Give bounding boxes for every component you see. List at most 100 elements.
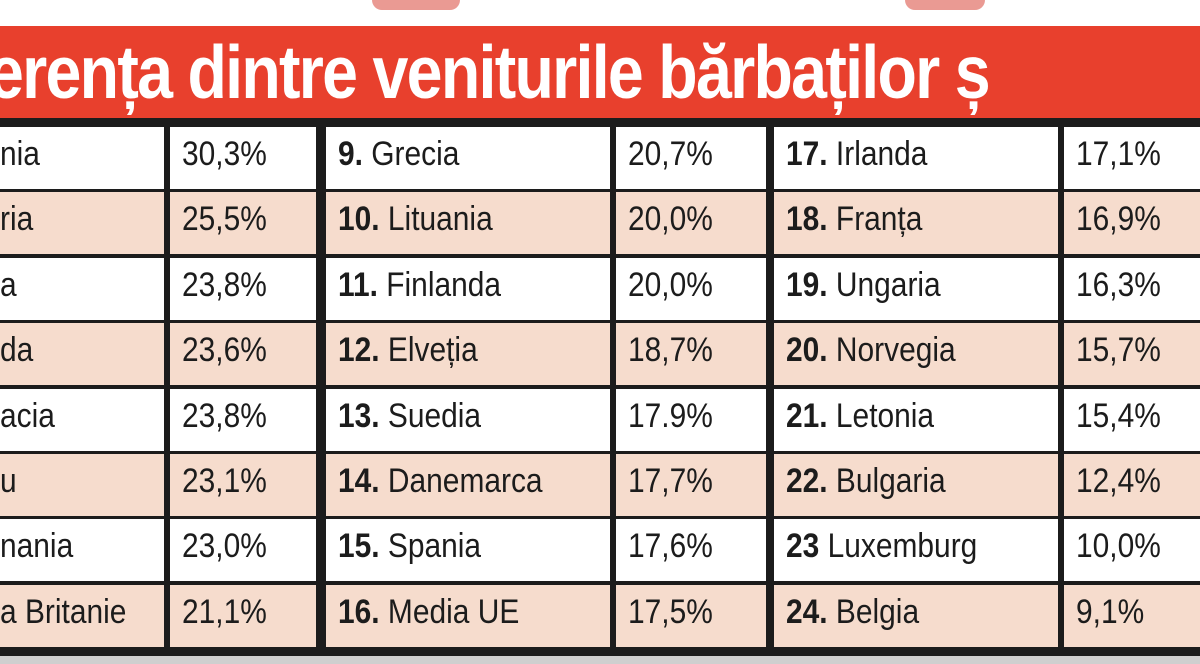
pay-gap-text: 25,5% bbox=[182, 200, 267, 238]
country-name: Grecia bbox=[371, 135, 460, 173]
country-name: da bbox=[0, 331, 34, 369]
country-name: nia bbox=[0, 135, 40, 173]
country-name: Letonia bbox=[835, 397, 935, 435]
pay-gap-value: 17,7% bbox=[616, 454, 766, 516]
country-label: a Britanie bbox=[0, 585, 126, 639]
country-name: Ungaria bbox=[835, 266, 941, 304]
country-label: 17. Irlanda bbox=[786, 127, 927, 181]
bottom-edge bbox=[0, 656, 1200, 664]
pay-gap-text: 23,6% bbox=[182, 331, 267, 369]
pay-gap-value: 9,1% bbox=[1064, 585, 1200, 647]
rank-number: 19. bbox=[786, 266, 828, 304]
pay-gap-value: 12,4% bbox=[1064, 454, 1200, 516]
pay-gap-value: 23,0% bbox=[170, 519, 316, 581]
country-cell: 20. Norvegia bbox=[774, 323, 1058, 385]
country-name: a Britanie bbox=[0, 593, 127, 631]
country-label: 15. Spania bbox=[338, 519, 481, 573]
pay-gap-text: 21,1% bbox=[182, 593, 267, 631]
rank-number: 13. bbox=[338, 397, 380, 435]
country-cell: 15. Spania bbox=[326, 519, 610, 581]
pay-gap-text: 12,4% bbox=[1076, 462, 1161, 500]
decorative-mark-left bbox=[372, 0, 460, 10]
decorative-mark-right bbox=[905, 0, 985, 10]
rank-number: 23 bbox=[786, 527, 820, 565]
country-cell: da bbox=[0, 323, 164, 385]
country-name: Irlanda bbox=[835, 135, 928, 173]
pay-gap-value: 20,7% bbox=[616, 127, 766, 189]
country-name: Elveția bbox=[387, 331, 478, 369]
pay-gap-text: 9,1% bbox=[1076, 593, 1145, 631]
rank-number: 21. bbox=[786, 397, 828, 435]
country-name: a bbox=[0, 266, 17, 304]
rank-number: 11. bbox=[338, 266, 378, 304]
country-label: 13. Suedia bbox=[338, 389, 481, 443]
pay-gap-text: 23,8% bbox=[182, 266, 267, 304]
country-name: Danemarca bbox=[387, 462, 543, 500]
country-label: 23 Luxemburg bbox=[786, 519, 977, 573]
country-name: Luxemburg bbox=[827, 527, 978, 565]
country-cell: 10. Lituania bbox=[326, 192, 610, 254]
country-label: 19. Ungaria bbox=[786, 258, 941, 312]
pay-gap-value: 21,1% bbox=[170, 585, 316, 647]
country-label: 18. Franța bbox=[786, 192, 922, 246]
pay-gap-text: 16,9% bbox=[1076, 200, 1161, 238]
pay-gap-text: 30,3% bbox=[182, 135, 267, 173]
country-label: 20. Norvegia bbox=[786, 323, 956, 377]
country-label: 21. Letonia bbox=[786, 389, 934, 443]
pay-gap-text: 23,1% bbox=[182, 462, 267, 500]
country-label: 24. Belgia bbox=[786, 585, 919, 639]
pay-gap-value: 23,8% bbox=[170, 389, 316, 451]
country-cell: 17. Irlanda bbox=[774, 127, 1058, 189]
country-cell: 13. Suedia bbox=[326, 389, 610, 451]
country-label: 10. Lituania bbox=[338, 192, 493, 246]
pay-gap-text: 15,4% bbox=[1076, 397, 1161, 435]
country-name: Franța bbox=[835, 200, 923, 238]
country-cell: 24. Belgia bbox=[774, 585, 1058, 647]
pay-gap-text: 17,6% bbox=[628, 527, 713, 565]
pay-gap-value: 23,6% bbox=[170, 323, 316, 385]
country-cell: 16. Media UE bbox=[326, 585, 610, 647]
pay-gap-value: 16,3% bbox=[1064, 258, 1200, 320]
pay-gap-value: 23,1% bbox=[170, 454, 316, 516]
pay-gap-text: 15,7% bbox=[1076, 331, 1161, 369]
rank-number: 18. bbox=[786, 200, 828, 238]
country-label: 9. Grecia bbox=[338, 127, 459, 181]
country-cell: acia bbox=[0, 389, 164, 451]
country-cell: 21. Letonia bbox=[774, 389, 1058, 451]
country-cell: 23 Luxemburg bbox=[774, 519, 1058, 581]
country-cell: nia bbox=[0, 127, 164, 189]
title-bar: erența dintre veniturile bărbaților ș bbox=[0, 26, 1200, 118]
rank-number: 9. bbox=[338, 135, 363, 173]
country-name: Suedia bbox=[387, 397, 482, 435]
country-name: Spania bbox=[387, 527, 482, 565]
pay-gap-text: 10,0% bbox=[1076, 527, 1161, 565]
country-label: nia bbox=[0, 127, 40, 181]
pay-gap-value: 17.9% bbox=[616, 389, 766, 451]
pay-gap-text: 17.9% bbox=[628, 397, 713, 435]
pay-gap-value: 15,4% bbox=[1064, 389, 1200, 451]
country-label: ria bbox=[0, 192, 33, 246]
pay-gap-text: 17,5% bbox=[628, 593, 713, 631]
country-cell: 14. Danemarca bbox=[326, 454, 610, 516]
country-name: Belgia bbox=[835, 593, 920, 631]
country-label: nania bbox=[0, 519, 73, 573]
country-label: 11. Finlanda bbox=[338, 258, 501, 312]
country-cell: nania bbox=[0, 519, 164, 581]
country-name: acia bbox=[0, 397, 55, 435]
pay-gap-value: 15,7% bbox=[1064, 323, 1200, 385]
country-name: Media UE bbox=[387, 593, 520, 631]
pay-gap-value: 10,0% bbox=[1064, 519, 1200, 581]
rank-number: 10. bbox=[338, 200, 380, 238]
country-label: 16. Media UE bbox=[338, 585, 519, 639]
country-cell: a bbox=[0, 258, 164, 320]
table-title: erența dintre veniturile bărbaților ș bbox=[0, 30, 991, 114]
rank-number: 15. bbox=[338, 527, 380, 565]
pay-gap-value: 18,7% bbox=[616, 323, 766, 385]
rank-number: 17. bbox=[786, 135, 828, 173]
ranking-table: nia 30,3% ria 25,5% a 23,8% da 23,6% acia 23,8% u 2… bbox=[0, 118, 1200, 656]
pay-gap-text: 18,7% bbox=[628, 331, 713, 369]
country-name: Lituania bbox=[387, 200, 493, 238]
pay-gap-text: 17,1% bbox=[1076, 135, 1161, 173]
country-cell: ria bbox=[0, 192, 164, 254]
pay-gap-text: 20,0% bbox=[628, 266, 713, 304]
